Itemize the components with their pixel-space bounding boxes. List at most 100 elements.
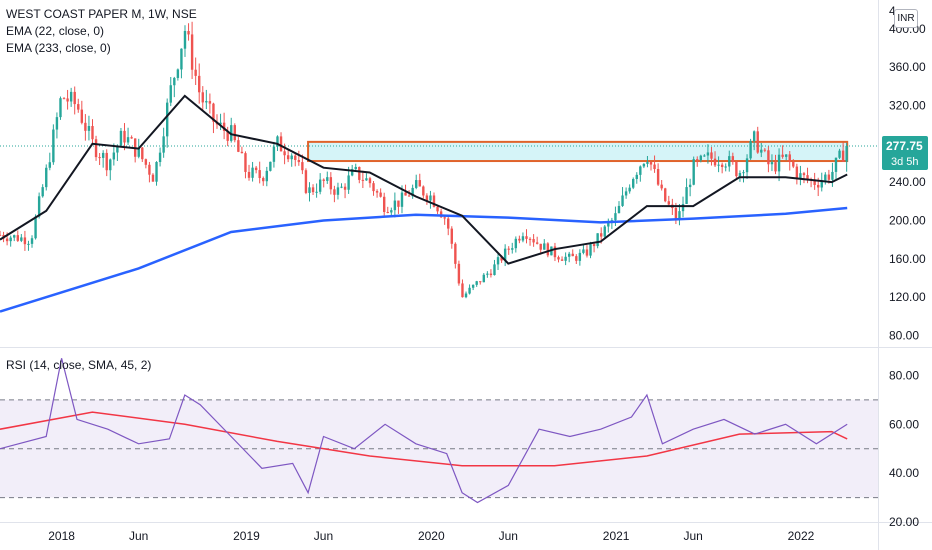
currency-badge[interactable]: INR [894,9,918,28]
candle-body [350,169,354,176]
rsi-tick-label: 40.00 [889,466,919,480]
candle-body [258,170,261,179]
candle-body [781,154,784,157]
candle-body [340,186,343,188]
candle-body [254,167,258,171]
time-tick-label: Jun [499,529,518,543]
candle-body [802,173,806,176]
candle-body [767,150,770,165]
candle-body [308,187,311,193]
candle-body [471,284,475,288]
legend-ema233: EMA (233, close, 0) [6,41,111,55]
candle-body [98,157,101,159]
time-tick-label: 2020 [418,529,445,543]
candle-body [507,248,510,250]
time-tick-label: Jun [683,529,702,543]
candle-body [649,162,653,165]
candle-body [265,170,269,182]
candle-body [27,243,30,245]
candle-body [685,187,688,204]
candle-body [336,187,340,195]
candle-body [795,166,799,179]
candle-body [817,184,820,188]
candle-body [553,246,557,258]
candle-body [240,151,244,154]
candle-body [518,238,521,241]
candle-body [660,184,663,189]
rsi-legend: RSI (14, close, SMA, 45, 2) [6,357,151,374]
candle-body [233,125,236,141]
candle-body [237,140,240,152]
candle-body [557,257,560,260]
candle-body [59,98,62,118]
time-tick-label: 2018 [48,529,75,543]
candle-body [23,237,27,245]
candle-body [77,104,80,110]
price-tick-label: 320.00 [889,98,926,112]
candle-body [475,281,478,285]
candle-body [205,101,208,103]
candle-body [55,117,59,130]
candle-body [294,155,297,160]
candle-body [582,249,585,253]
candle-body [162,136,165,153]
candle-body [703,155,706,157]
candle-body [13,235,16,238]
candle-body [91,126,94,140]
candle-body [361,179,365,181]
candle-body [333,189,336,195]
candle-body [230,125,233,141]
candle-body [628,187,631,192]
candle-body [155,162,158,182]
candle-body [318,179,322,192]
candle-body [194,69,197,76]
candle-body [130,137,133,139]
candle-body [535,242,539,244]
candle-body [183,30,187,49]
price-tag-value: 277.75 [886,139,923,153]
candle-body [706,152,710,156]
candle-body [69,91,73,102]
candle-body [514,238,518,249]
candle-body [486,273,489,275]
candle-body [411,187,414,197]
candle-body [447,218,450,229]
candle-body [596,233,599,247]
candle-body [632,179,635,188]
candle-body [311,187,315,193]
candle-body [0,234,2,236]
candle-body [589,244,592,256]
candle-body [528,238,532,240]
candle-body [813,179,816,185]
candle-body [539,243,542,250]
candle-body [763,149,767,151]
candle-body [201,92,204,103]
rsi-tick-label: 20.00 [889,515,919,529]
price-tick-label: 240.00 [889,175,926,189]
candle-body [141,147,144,160]
candle-body [329,177,333,190]
candle-body [52,129,55,163]
candle-body [198,75,201,93]
candle-body [379,192,382,197]
candle-body [635,174,638,180]
candle-body [599,233,603,237]
candle-body [432,195,436,207]
rsi-sma-line [0,411,848,467]
candle-body [286,155,290,160]
candle-body [173,77,176,86]
candle-body [247,171,251,178]
candle-body [315,191,318,193]
candle-body [20,237,23,241]
candle-body [354,166,357,170]
candle-body [9,237,12,242]
time-tick-label: Jun [129,529,148,543]
candle-body [710,152,713,159]
price-tag-countdown: 3d 5h [891,156,919,168]
candle-body [845,145,848,162]
resistance-zone [307,140,849,163]
candle-body [752,131,756,142]
candle-body [511,248,514,250]
candle-body [731,156,735,162]
